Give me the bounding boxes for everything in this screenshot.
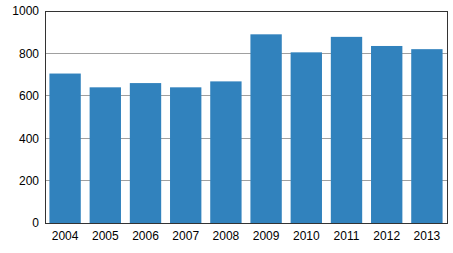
bar [291,52,322,223]
x-tick-label: 2010 [293,229,320,243]
x-tick: 2005 [92,223,119,243]
y-tick-label: 0 [32,216,39,230]
bar [170,87,201,223]
bars [49,34,442,223]
grid [45,11,447,223]
x-axis-line [46,223,448,224]
bar [411,49,442,223]
x-tick-label: 2008 [213,229,240,243]
y-tick-label: 1000 [12,4,39,18]
x-tick: 2010 [293,223,320,243]
x-tick-label: 2011 [334,229,360,243]
plot: 0200400600800100020042005200620072008200… [12,4,447,242]
y-tick-label: 200 [19,174,39,188]
bar [130,83,161,223]
y-tick: 400 [19,132,45,146]
x-tick-label: 2007 [172,229,199,243]
y-axis-line [45,12,46,224]
bar [49,74,80,223]
y-tick: 1000 [12,4,45,18]
x-tick-label: 2004 [52,229,79,243]
plot-frame [45,11,447,223]
y-tick: 800 [19,47,45,61]
y-tick: 0 [32,216,45,230]
x-tick: 2012 [373,223,400,243]
y-tick-label: 800 [19,47,39,61]
x-tick: 2004 [52,223,79,243]
x-axis: 2004 2005 2006 2007 2008 2009 2010 2011 2012 2013 [46,223,448,243]
x-tick: 2009 [253,223,280,243]
chart: 0200400600800100020042005200620072008200… [0,0,453,253]
bar [250,34,281,223]
y-tick-label: 600 [19,89,39,103]
x-tick-label: 2009 [253,229,280,243]
bar [331,37,362,223]
x-tick-label: 2006 [132,229,159,243]
x-tick-label: 2013 [414,229,441,243]
bar [371,46,402,223]
x-tick: 2007 [172,223,199,243]
y-tick: 600 [19,89,45,103]
x-tick: 2006 [132,223,159,243]
x-tick-label: 2005 [92,229,119,243]
x-tick: 2011 [334,223,360,243]
x-tick: 2008 [213,223,240,243]
y-axis: 0 200 400 600 800 1000 [12,4,45,230]
bar [90,87,121,223]
y-tick-label: 400 [19,132,39,146]
bar [210,81,241,223]
y-tick: 200 [19,174,45,188]
x-tick-label: 2012 [373,229,400,243]
x-tick: 2013 [414,223,441,243]
